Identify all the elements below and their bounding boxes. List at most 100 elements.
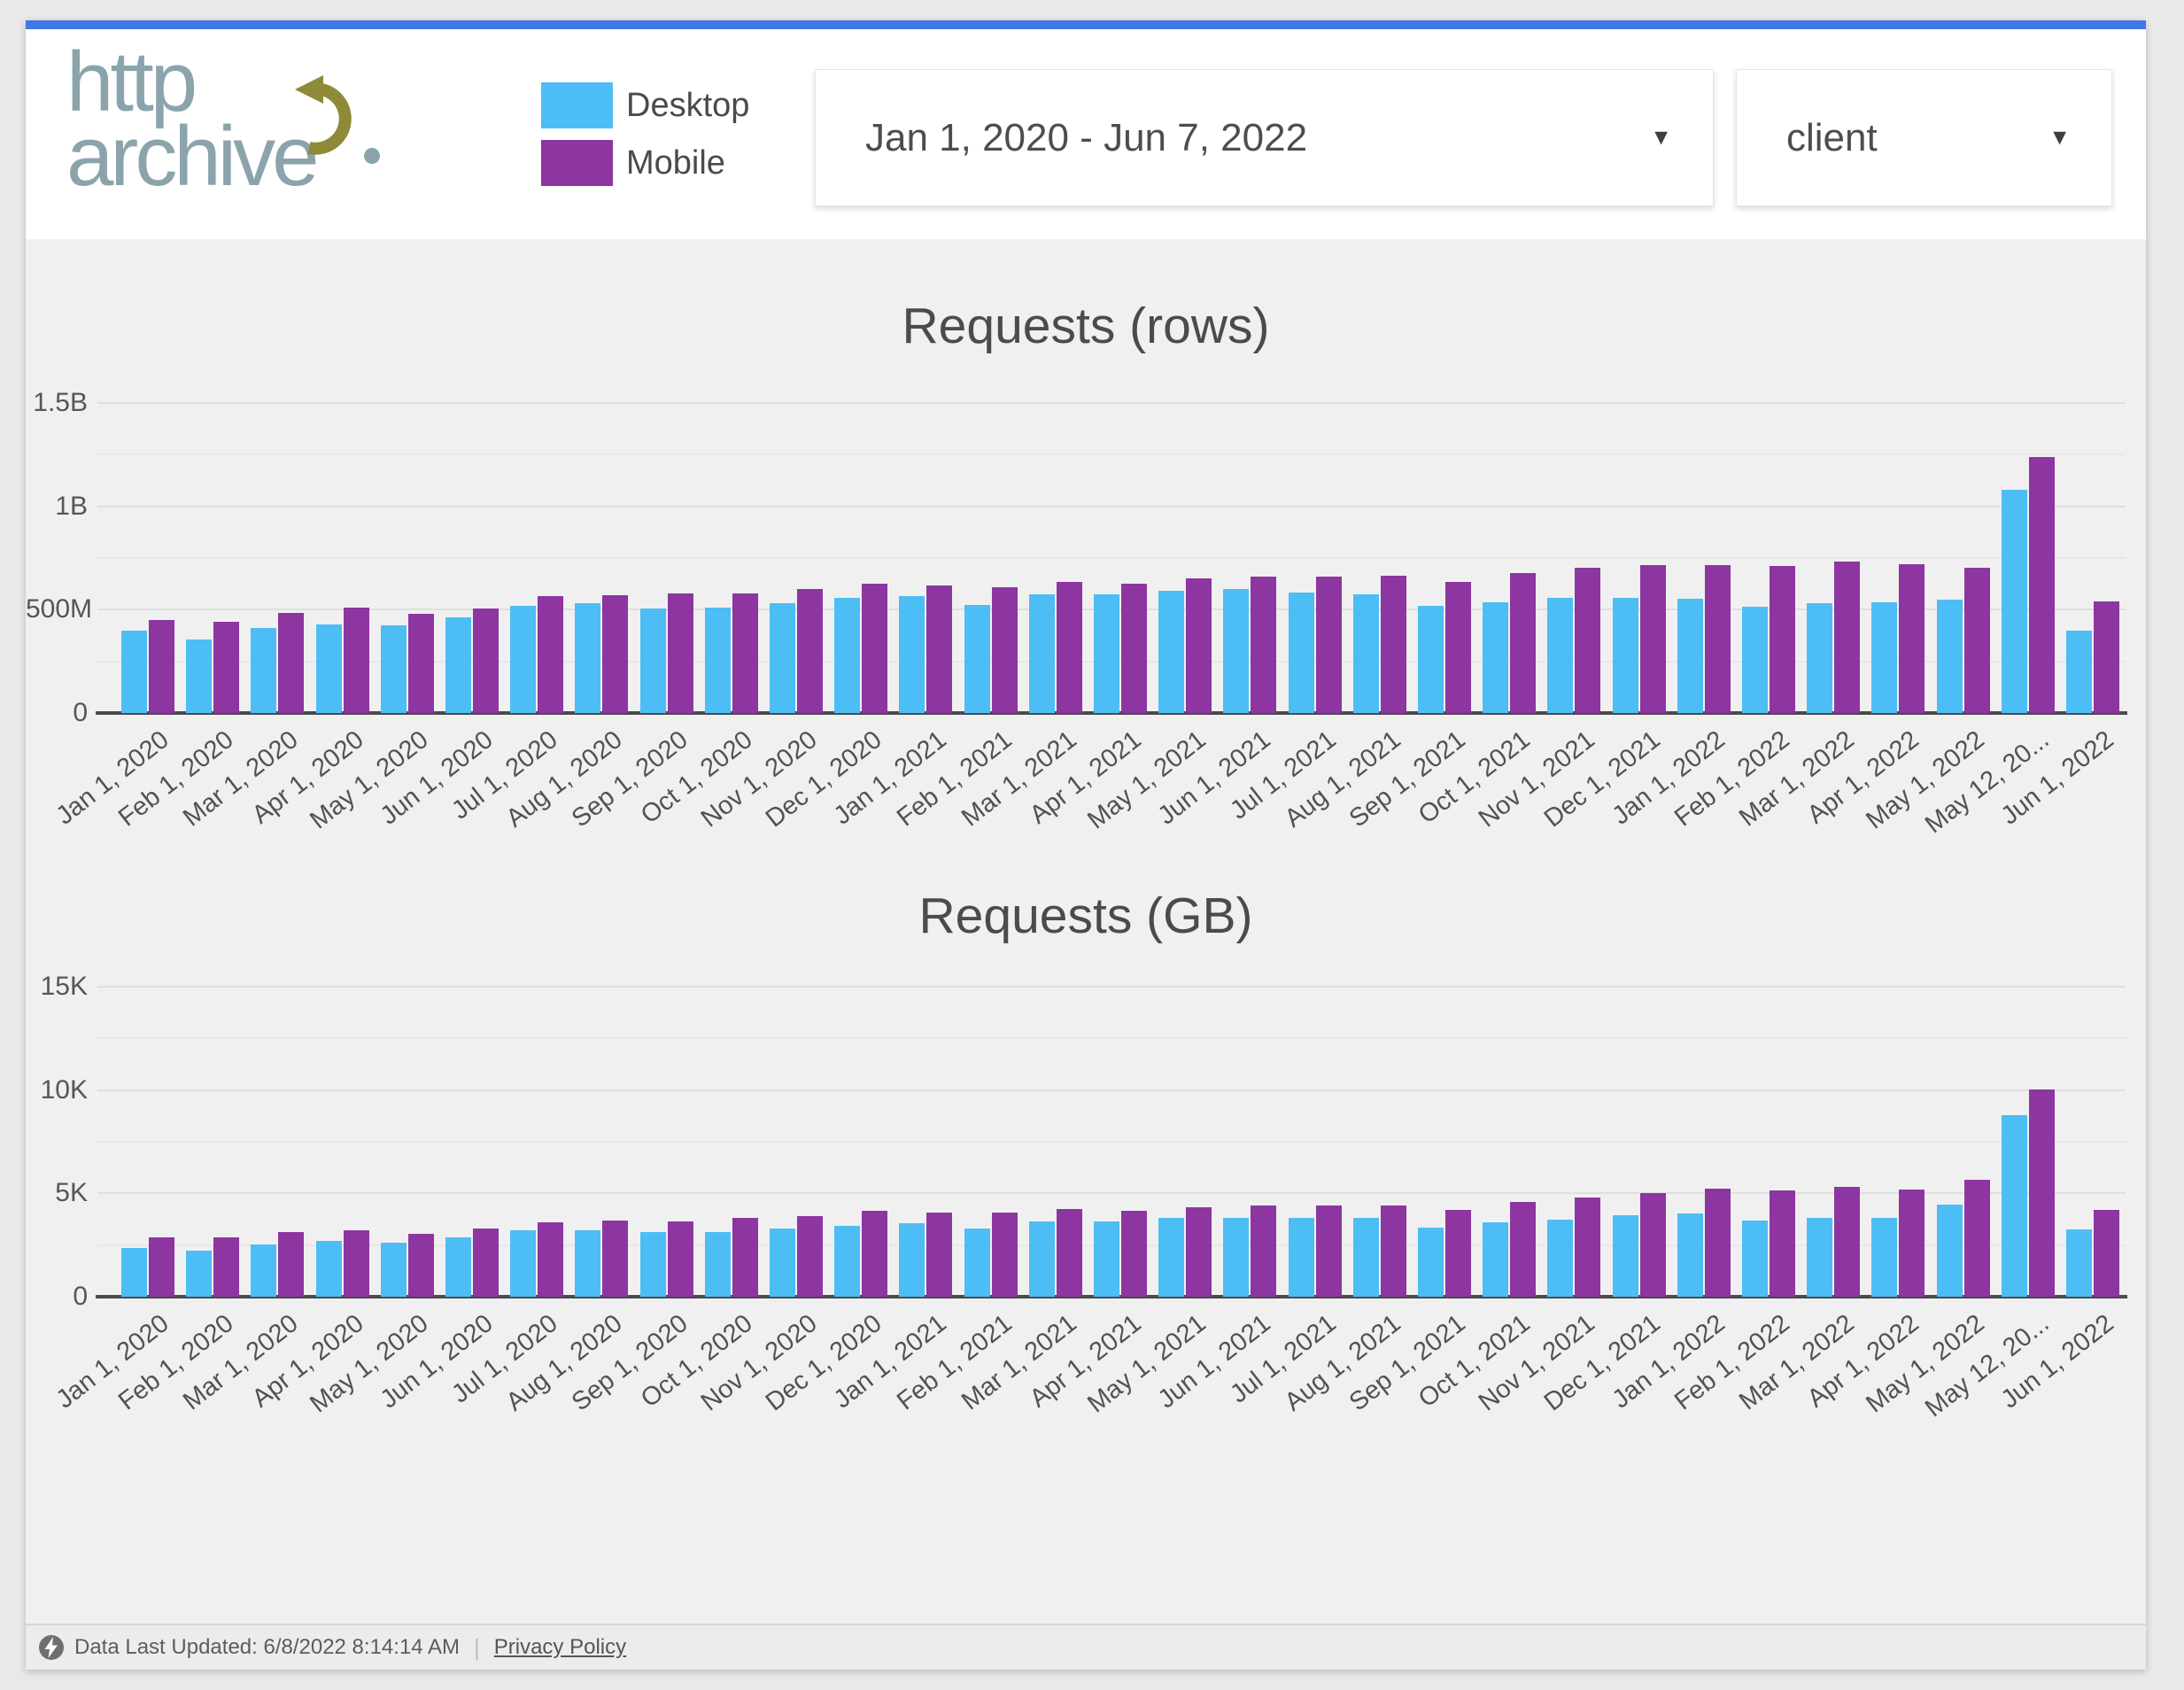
- bar-mobile[interactable]: [862, 584, 888, 713]
- bar-mobile[interactable]: [149, 620, 174, 713]
- bar-desktop[interactable]: [1158, 590, 1185, 713]
- bar-mobile[interactable]: [473, 609, 499, 713]
- bar-mobile[interactable]: [149, 1236, 174, 1297]
- bar-desktop[interactable]: [964, 1228, 990, 1297]
- bar-desktop[interactable]: [1158, 1218, 1185, 1297]
- bar-desktop[interactable]: [704, 1232, 731, 1297]
- bar-mobile[interactable]: [1121, 1210, 1147, 1297]
- bar-mobile[interactable]: [538, 596, 564, 713]
- bar-desktop[interactable]: [834, 597, 861, 713]
- bar-desktop[interactable]: [1807, 602, 1833, 713]
- bar-mobile[interactable]: [1575, 1198, 1601, 1297]
- bar-mobile[interactable]: [602, 595, 629, 713]
- bar-mobile[interactable]: [278, 613, 305, 713]
- bar-desktop[interactable]: [1288, 592, 1314, 713]
- bar-desktop[interactable]: [1352, 593, 1379, 713]
- bar-mobile[interactable]: [1056, 1208, 1082, 1297]
- bar-desktop[interactable]: [1547, 1219, 1574, 1297]
- bar-desktop[interactable]: [1223, 1218, 1250, 1297]
- bar-desktop[interactable]: [251, 1244, 277, 1297]
- bar-mobile[interactable]: [1445, 1209, 1471, 1297]
- bar-mobile[interactable]: [797, 1216, 823, 1297]
- bar-desktop[interactable]: [704, 608, 731, 713]
- bar-desktop[interactable]: [1483, 1222, 1509, 1297]
- bar-mobile[interactable]: [862, 1211, 888, 1297]
- bar-mobile[interactable]: [1315, 1205, 1342, 1297]
- bar-mobile[interactable]: [1121, 583, 1147, 713]
- bar-mobile[interactable]: [1186, 1206, 1212, 1297]
- bar-desktop[interactable]: [1612, 1215, 1638, 1297]
- bar-desktop[interactable]: [1288, 1218, 1314, 1297]
- bar-desktop[interactable]: [1871, 601, 1898, 713]
- bar-desktop[interactable]: [1418, 605, 1444, 713]
- bar-desktop[interactable]: [186, 640, 213, 713]
- bar-desktop[interactable]: [2001, 1115, 2027, 1297]
- bar-mobile[interactable]: [991, 587, 1018, 713]
- bar-mobile[interactable]: [2094, 601, 2119, 713]
- bar-desktop[interactable]: [510, 605, 537, 713]
- bar-mobile[interactable]: [473, 1229, 499, 1297]
- bar-desktop[interactable]: [251, 628, 277, 713]
- bar-desktop[interactable]: [1677, 1213, 1703, 1297]
- bar-mobile[interactable]: [2028, 1089, 2055, 1297]
- bar-desktop[interactable]: [575, 603, 601, 713]
- bar-mobile[interactable]: [1963, 567, 1990, 713]
- bar-desktop[interactable]: [121, 1247, 147, 1297]
- bar-mobile[interactable]: [538, 1221, 564, 1297]
- bar-mobile[interactable]: [343, 608, 369, 713]
- bar-mobile[interactable]: [1315, 576, 1342, 713]
- bar-mobile[interactable]: [1575, 567, 1601, 713]
- bar-desktop[interactable]: [1677, 598, 1703, 713]
- bar-mobile[interactable]: [1056, 581, 1082, 713]
- bar-desktop[interactable]: [1742, 1221, 1768, 1297]
- bar-desktop[interactable]: [1612, 598, 1638, 713]
- bar-mobile[interactable]: [1510, 573, 1537, 713]
- bar-desktop[interactable]: [770, 603, 795, 713]
- bar-mobile[interactable]: [213, 1236, 240, 1297]
- bar-mobile[interactable]: [2028, 456, 2055, 713]
- bar-mobile[interactable]: [1186, 578, 1212, 713]
- bar-desktop[interactable]: [1871, 1218, 1898, 1297]
- bar-desktop[interactable]: [2066, 630, 2092, 713]
- bar-desktop[interactable]: [899, 1223, 925, 1297]
- bar-desktop[interactable]: [1223, 589, 1250, 713]
- bar-desktop[interactable]: [1418, 1227, 1444, 1297]
- bar-desktop[interactable]: [2066, 1229, 2092, 1297]
- bar-desktop[interactable]: [639, 1231, 666, 1297]
- lens-dropdown[interactable]: client ▼: [1736, 69, 2112, 206]
- bar-mobile[interactable]: [1834, 561, 1861, 713]
- bar-mobile[interactable]: [1639, 565, 1666, 713]
- bar-mobile[interactable]: [991, 1213, 1018, 1297]
- bar-mobile[interactable]: [278, 1232, 305, 1297]
- bar-desktop[interactable]: [445, 616, 471, 713]
- bar-mobile[interactable]: [1834, 1186, 1861, 1297]
- bar-mobile[interactable]: [667, 593, 693, 713]
- bar-mobile[interactable]: [407, 614, 434, 713]
- bar-desktop[interactable]: [445, 1236, 471, 1297]
- bar-mobile[interactable]: [926, 1213, 953, 1297]
- bar-desktop[interactable]: [1352, 1218, 1379, 1297]
- bar-mobile[interactable]: [1704, 565, 1731, 713]
- bar-mobile[interactable]: [1251, 1205, 1277, 1297]
- bar-mobile[interactable]: [1380, 576, 1406, 713]
- bar-desktop[interactable]: [1094, 1221, 1119, 1297]
- bar-mobile[interactable]: [407, 1233, 434, 1297]
- bar-mobile[interactable]: [1445, 582, 1471, 713]
- bar-desktop[interactable]: [1742, 607, 1768, 713]
- bar-desktop[interactable]: [315, 1240, 342, 1297]
- bar-desktop[interactable]: [770, 1229, 795, 1297]
- bar-mobile[interactable]: [797, 589, 823, 713]
- bar-desktop[interactable]: [315, 624, 342, 713]
- bar-desktop[interactable]: [510, 1229, 537, 1297]
- bar-mobile[interactable]: [926, 585, 953, 713]
- bar-mobile[interactable]: [602, 1221, 629, 1297]
- bar-mobile[interactable]: [1770, 566, 1795, 713]
- bar-desktop[interactable]: [834, 1225, 861, 1297]
- bar-desktop[interactable]: [380, 1242, 407, 1297]
- bar-mobile[interactable]: [1963, 1180, 1990, 1297]
- bar-mobile[interactable]: [667, 1221, 693, 1297]
- bar-desktop[interactable]: [186, 1250, 213, 1297]
- bar-desktop[interactable]: [1028, 1221, 1055, 1297]
- bar-mobile[interactable]: [1770, 1190, 1795, 1297]
- bar-desktop[interactable]: [1483, 602, 1509, 713]
